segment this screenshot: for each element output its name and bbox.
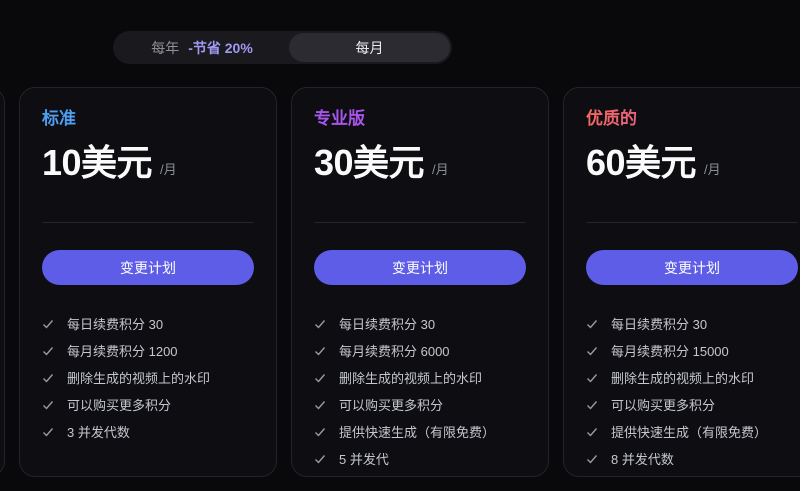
feature-item: 每日续费积分 30	[314, 310, 526, 337]
pricing-card-partial	[0, 87, 5, 477]
feature-list: 每日续费积分 30 每月续费积分 1200 删除生成的视频上的水印 可以购买更多…	[42, 310, 254, 445]
feature-item: 每日续费积分 30	[586, 310, 798, 337]
plan-price: 10美元	[42, 142, 153, 183]
change-plan-button[interactable]: 变更计划	[42, 250, 254, 285]
check-icon	[314, 372, 326, 384]
check-icon	[586, 399, 598, 411]
change-plan-button[interactable]: 变更计划	[314, 250, 526, 285]
check-icon	[586, 345, 598, 357]
feature-item: 5 并发代	[314, 445, 526, 472]
pricing-cards-row: 标准 10美元 /月 变更计划 每日续费积分 30 每月续费积分 1200 删除…	[0, 87, 800, 477]
divider	[42, 222, 254, 223]
divider	[314, 222, 526, 223]
check-icon	[586, 318, 598, 330]
feature-item: 可以购买更多积分	[314, 391, 526, 418]
monthly-label: 每月	[355, 39, 384, 56]
toggle-option-yearly[interactable]: 每年 -节省 20%	[115, 33, 289, 62]
feature-item: 提供快速生成（有限免费）	[314, 418, 526, 445]
check-icon	[314, 318, 326, 330]
pricing-card-standard: 标准 10美元 /月 变更计划 每日续费积分 30 每月续费积分 1200 删除…	[19, 87, 277, 477]
check-icon	[586, 372, 598, 384]
check-icon	[42, 345, 54, 357]
feature-list: 每日续费积分 30 每月续费积分 15000 删除生成的视频上的水印 可以购买更…	[586, 310, 798, 472]
feature-item: 每日续费积分 30	[42, 310, 254, 337]
feature-item: 可以购买更多积分	[586, 391, 798, 418]
plan-price: 60美元	[586, 142, 697, 183]
check-icon	[314, 345, 326, 357]
check-icon	[586, 453, 598, 465]
price-row: 30美元 /月	[314, 142, 526, 184]
pricing-card-pro: 专业版 30美元 /月 变更计划 每日续费积分 30 每月续费积分 6000 删…	[291, 87, 549, 477]
feature-item: 提供快速生成（有限免费）	[586, 418, 798, 445]
price-row: 60美元 /月	[586, 142, 798, 184]
check-icon	[42, 318, 54, 330]
check-icon	[586, 426, 598, 438]
feature-list: 每日续费积分 30 每月续费积分 6000 删除生成的视频上的水印 可以购买更多…	[314, 310, 526, 472]
check-icon	[42, 372, 54, 384]
feature-item: 删除生成的视频上的水印	[42, 364, 254, 391]
plan-period: /月	[432, 161, 449, 177]
feature-item: 3 并发代数	[42, 418, 254, 445]
divider	[586, 222, 798, 223]
pricing-card-premium: 优质的 60美元 /月 变更计划 每日续费积分 30 每月续费积分 15000 …	[563, 87, 800, 477]
feature-item: 删除生成的视频上的水印	[314, 364, 526, 391]
plan-name: 专业版	[314, 109, 365, 128]
feature-item: 每月续费积分 1200	[42, 337, 254, 364]
change-plan-button[interactable]: 变更计划	[586, 250, 798, 285]
feature-item: 可以购买更多积分	[42, 391, 254, 418]
price-row: 10美元 /月	[42, 142, 254, 184]
billing-period-toggle: 每年 -节省 20% 每月	[113, 31, 452, 64]
check-icon	[42, 399, 54, 411]
yearly-label: 每年	[151, 39, 180, 56]
plan-period: /月	[160, 161, 177, 177]
feature-item: 8 并发代数	[586, 445, 798, 472]
plan-name: 优质的	[586, 108, 798, 130]
plan-price: 30美元	[314, 142, 425, 183]
feature-item: 每月续费积分 15000	[586, 337, 798, 364]
check-icon	[314, 399, 326, 411]
plan-period: /月	[704, 161, 721, 177]
feature-item: 删除生成的视频上的水印	[586, 364, 798, 391]
check-icon	[42, 426, 54, 438]
toggle-option-monthly[interactable]: 每月	[289, 33, 450, 62]
plan-name: 标准	[42, 109, 76, 128]
yearly-discount-badge: -节省 20%	[188, 39, 253, 56]
check-icon	[314, 426, 326, 438]
feature-item: 每月续费积分 6000	[314, 337, 526, 364]
check-icon	[314, 453, 326, 465]
